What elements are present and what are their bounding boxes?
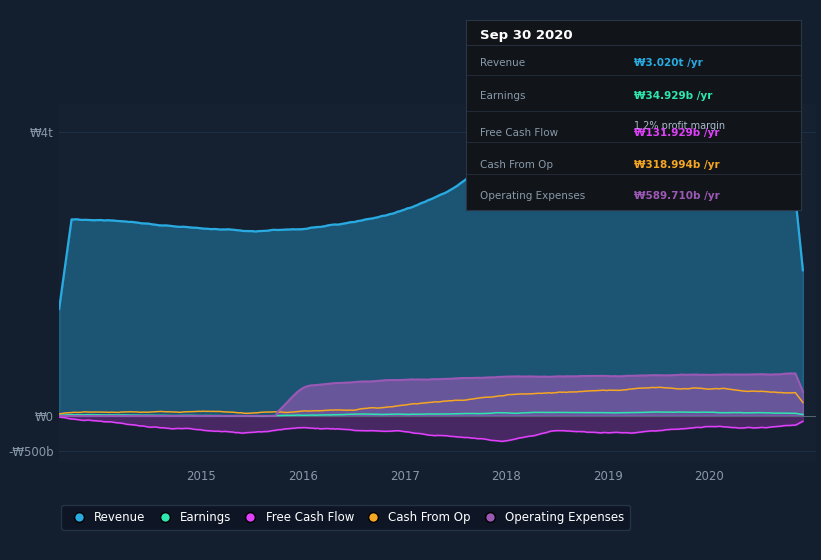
Legend: Revenue, Earnings, Free Cash Flow, Cash From Op, Operating Expenses: Revenue, Earnings, Free Cash Flow, Cash … — [62, 505, 630, 530]
Text: Revenue: Revenue — [479, 58, 525, 68]
Text: Free Cash Flow: Free Cash Flow — [479, 128, 557, 138]
Text: Sep 30 2020: Sep 30 2020 — [479, 29, 572, 42]
Text: Operating Expenses: Operating Expenses — [479, 191, 585, 201]
Text: ₩34.929b /yr: ₩34.929b /yr — [634, 91, 712, 101]
Text: 1.2% profit margin: 1.2% profit margin — [634, 120, 725, 130]
Text: ₩318.994b /yr: ₩318.994b /yr — [634, 160, 719, 170]
Text: ₩3.020t /yr: ₩3.020t /yr — [634, 58, 703, 68]
Text: ₩131.929b /yr: ₩131.929b /yr — [634, 128, 719, 138]
Text: Earnings: Earnings — [479, 91, 525, 101]
Text: Cash From Op: Cash From Op — [479, 160, 553, 170]
Text: ₩589.710b /yr: ₩589.710b /yr — [634, 191, 719, 201]
